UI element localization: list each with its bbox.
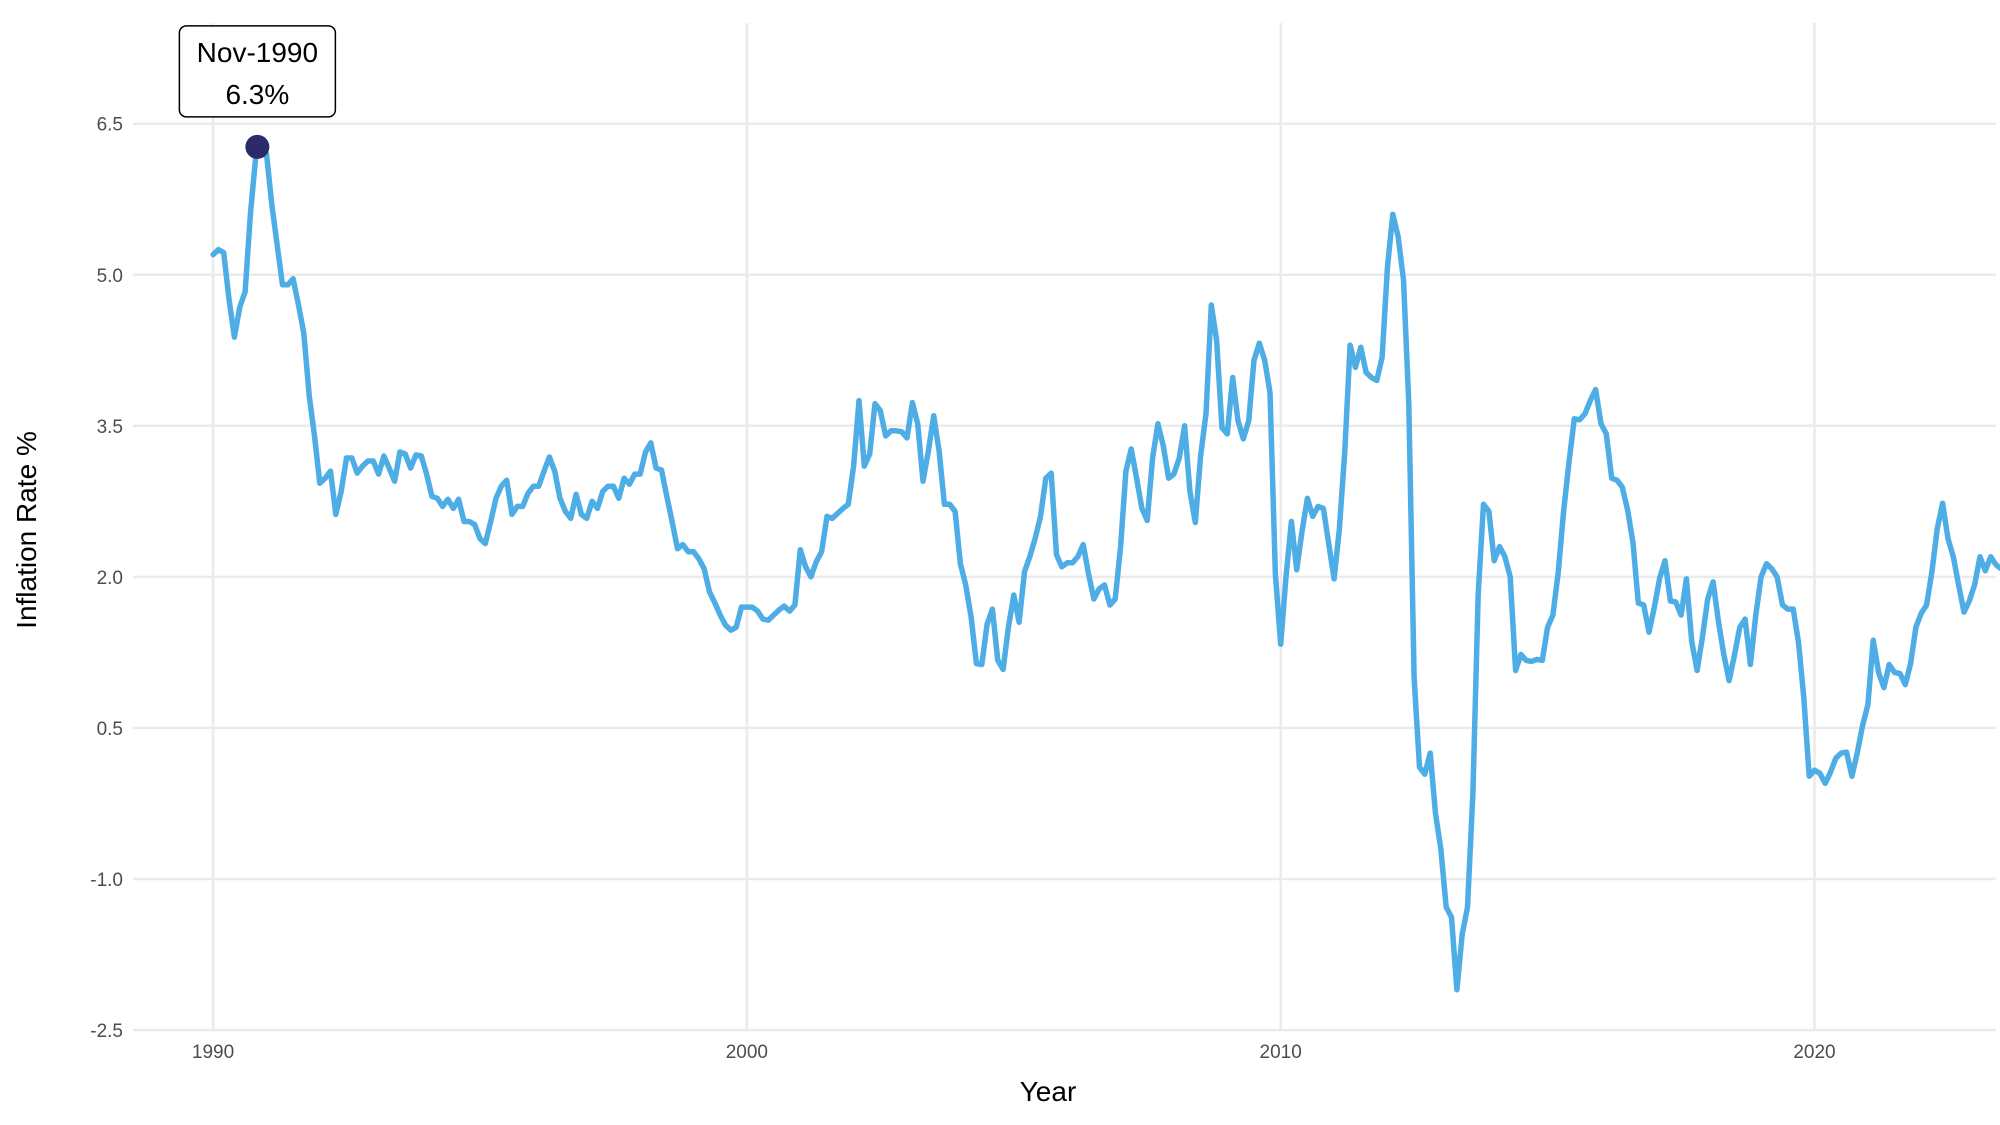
x-tick-label: 2020: [1793, 1042, 1835, 1063]
annotation-box: [178, 25, 337, 118]
x-axis: 1990 2000 2010 2020: [192, 1042, 1836, 1063]
x-tick-label: 2000: [726, 1042, 768, 1063]
x-tick-label: 1990: [192, 1042, 234, 1063]
x-tick-label: 2010: [1260, 1042, 1302, 1063]
series-line: [210, 144, 2000, 993]
y-tick-label: -1.0: [90, 870, 123, 891]
y-axis-title: Inflation Rate %: [11, 431, 42, 629]
highlight-point: [245, 134, 270, 159]
annotation-value: 6.3%: [225, 79, 289, 110]
grid: [133, 23, 1996, 1032]
annotation-date: Nov-1990: [197, 37, 318, 68]
y-tick-label: 2.0: [97, 568, 123, 589]
x-axis-title: Year: [1020, 1076, 1077, 1107]
y-axis: -2.5 -1.0 0.5 2.0 3.5 5.0 6.5: [90, 115, 123, 1042]
y-tick-label: -2.5: [90, 1021, 123, 1042]
y-tick-label: 5.0: [97, 266, 123, 287]
y-tick-label: 6.5: [97, 115, 123, 136]
y-tick-label: 0.5: [97, 719, 123, 740]
y-tick-label: 3.5: [97, 417, 123, 438]
